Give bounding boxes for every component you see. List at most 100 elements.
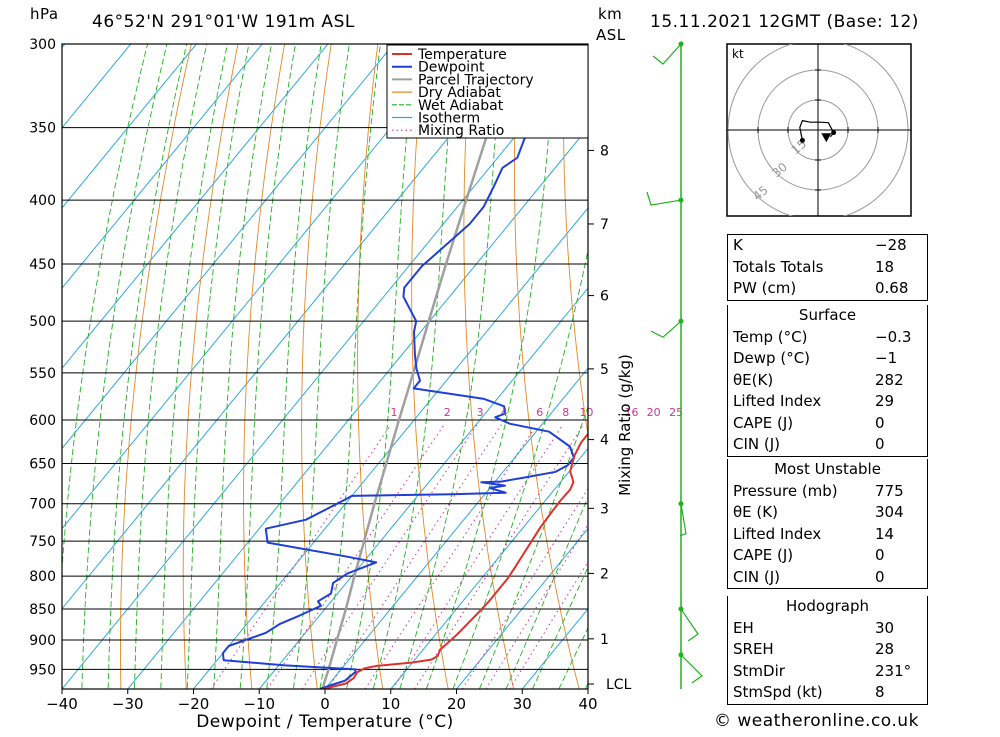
x-tick-label: −20	[178, 695, 210, 713]
index-label: StmDir	[733, 661, 785, 683]
index-label: CAPE (J)	[733, 413, 793, 435]
wind-barb	[651, 321, 681, 337]
x-tick-label: 20	[447, 695, 466, 713]
pressure-tick-label: 900	[29, 633, 56, 649]
wind-barb	[653, 44, 681, 64]
index-table-title: Hodograph	[728, 596, 927, 618]
pressure-tick-label: 300	[29, 37, 56, 53]
wet-adiabat-line	[213, 0, 291, 697]
x-tick-label: −40	[46, 695, 78, 713]
index-value: 0	[875, 545, 915, 567]
pressure-tick-label: 600	[29, 413, 56, 429]
index-row: Dewp (°C) −1	[728, 348, 927, 370]
mixing-ratio-line	[365, 425, 537, 689]
index-label: Totals Totals	[733, 257, 823, 279]
index-value: 8	[875, 682, 915, 704]
index-table-title: Most Unstable	[728, 459, 927, 481]
site-credit[interactable]: © weatheronline.co.uk	[714, 711, 919, 731]
index-value: 775	[875, 481, 915, 503]
km-tick-label: 6	[600, 289, 609, 305]
wet-adiabat-line	[82, 0, 193, 697]
legend-item: Mixing Ratio	[418, 123, 504, 139]
mixing-ratio-label: 6	[536, 406, 543, 419]
index-value: 282	[875, 370, 915, 392]
index-value: 231°	[875, 661, 915, 683]
x-tick-label: −30	[112, 695, 144, 713]
km-tick-label: LCL	[606, 677, 632, 693]
index-label: Dewp (°C)	[733, 348, 810, 370]
dry-adiabat-line	[302, 0, 348, 689]
pressure-tick-label: 750	[29, 534, 56, 550]
index-table-title: Surface	[728, 305, 927, 327]
index-value: 304	[875, 502, 915, 524]
index-value: −1	[875, 348, 915, 370]
index-value: 30	[875, 618, 915, 640]
index-label: CAPE (J)	[733, 545, 793, 567]
km-tick-label: 3	[600, 501, 609, 517]
mixing-ratio-line	[267, 425, 444, 689]
mixing-ratio-line	[211, 425, 391, 689]
dry-adiabat-line	[967, 0, 1000, 689]
km-tick-label: 7	[600, 217, 609, 233]
km-tick-label: 2	[600, 566, 609, 582]
index-row: θE(K)282	[728, 370, 927, 392]
pressure-tick-label: 550	[29, 366, 56, 382]
parcel-trajectory	[323, 44, 519, 689]
wet-adiabat-line	[318, 0, 395, 697]
wind-barb	[681, 609, 698, 641]
wind-barb	[681, 655, 702, 683]
mixing-ratio-label: 2	[444, 406, 451, 419]
wet-adiabat-line	[108, 0, 211, 697]
index-label: Lifted Index	[733, 391, 821, 413]
pressure-tick-label: 950	[29, 662, 56, 678]
mixing-ratio-label: 20	[647, 406, 661, 419]
isotherm-line	[0, 0, 278, 689]
hodograph-unit-label: kt	[732, 47, 744, 61]
hodograph-point	[800, 138, 805, 143]
mixing-ratio-label: 3	[477, 406, 484, 419]
index-label: EH	[733, 618, 754, 640]
index-row: Totals Totals 18	[728, 257, 927, 279]
index-value: −28	[875, 235, 915, 257]
wet-adiabat-line	[187, 0, 270, 697]
index-row: CAPE (J) 0	[728, 545, 927, 567]
isotherm-line	[0, 0, 409, 689]
x-tick-label: 40	[578, 695, 597, 713]
mixing-ratio-line	[302, 425, 477, 689]
dry-adiabat-line	[923, 0, 1000, 689]
dry-adiabat-line	[121, 0, 215, 689]
mixing-ratio-line	[462, 425, 628, 689]
index-value: 0	[875, 434, 915, 456]
mixing-ratio-line	[328, 425, 502, 689]
index-value: 18	[875, 257, 915, 279]
index-row: PW (cm) 0.68	[728, 278, 927, 300]
index-label: StmSpd (kt)	[733, 682, 823, 704]
index-label: CIN (J)	[733, 567, 780, 589]
km-tick-label: 1	[600, 632, 609, 648]
pressure-tick-label: 400	[29, 193, 56, 209]
hodograph-point	[831, 130, 836, 135]
index-value: 0	[875, 567, 915, 589]
index-value: 0	[875, 413, 915, 435]
index-row: CAPE (J) 0	[728, 413, 927, 435]
x-axis-label: Dewpoint / Temperature (°C)	[196, 712, 454, 732]
index-value: −0.3	[875, 327, 915, 349]
x-tick-label: −10	[243, 695, 275, 713]
index-label: PW (cm)	[733, 278, 796, 300]
index-row: StmSpd (kt) 8	[728, 682, 927, 704]
pressure-tick-label: 350	[29, 121, 56, 137]
isotherm-line	[0, 0, 146, 689]
index-value: 0.68	[875, 278, 915, 300]
pressure-unit-label: hPa	[30, 5, 59, 23]
index-row: Pressure (mb)775	[728, 481, 927, 503]
wet-adiabat-line	[161, 0, 250, 697]
mixing-ratio-label: 4	[501, 406, 508, 419]
asl-label: ASL	[596, 26, 626, 44]
mixing-ratio-label: 8	[562, 406, 569, 419]
